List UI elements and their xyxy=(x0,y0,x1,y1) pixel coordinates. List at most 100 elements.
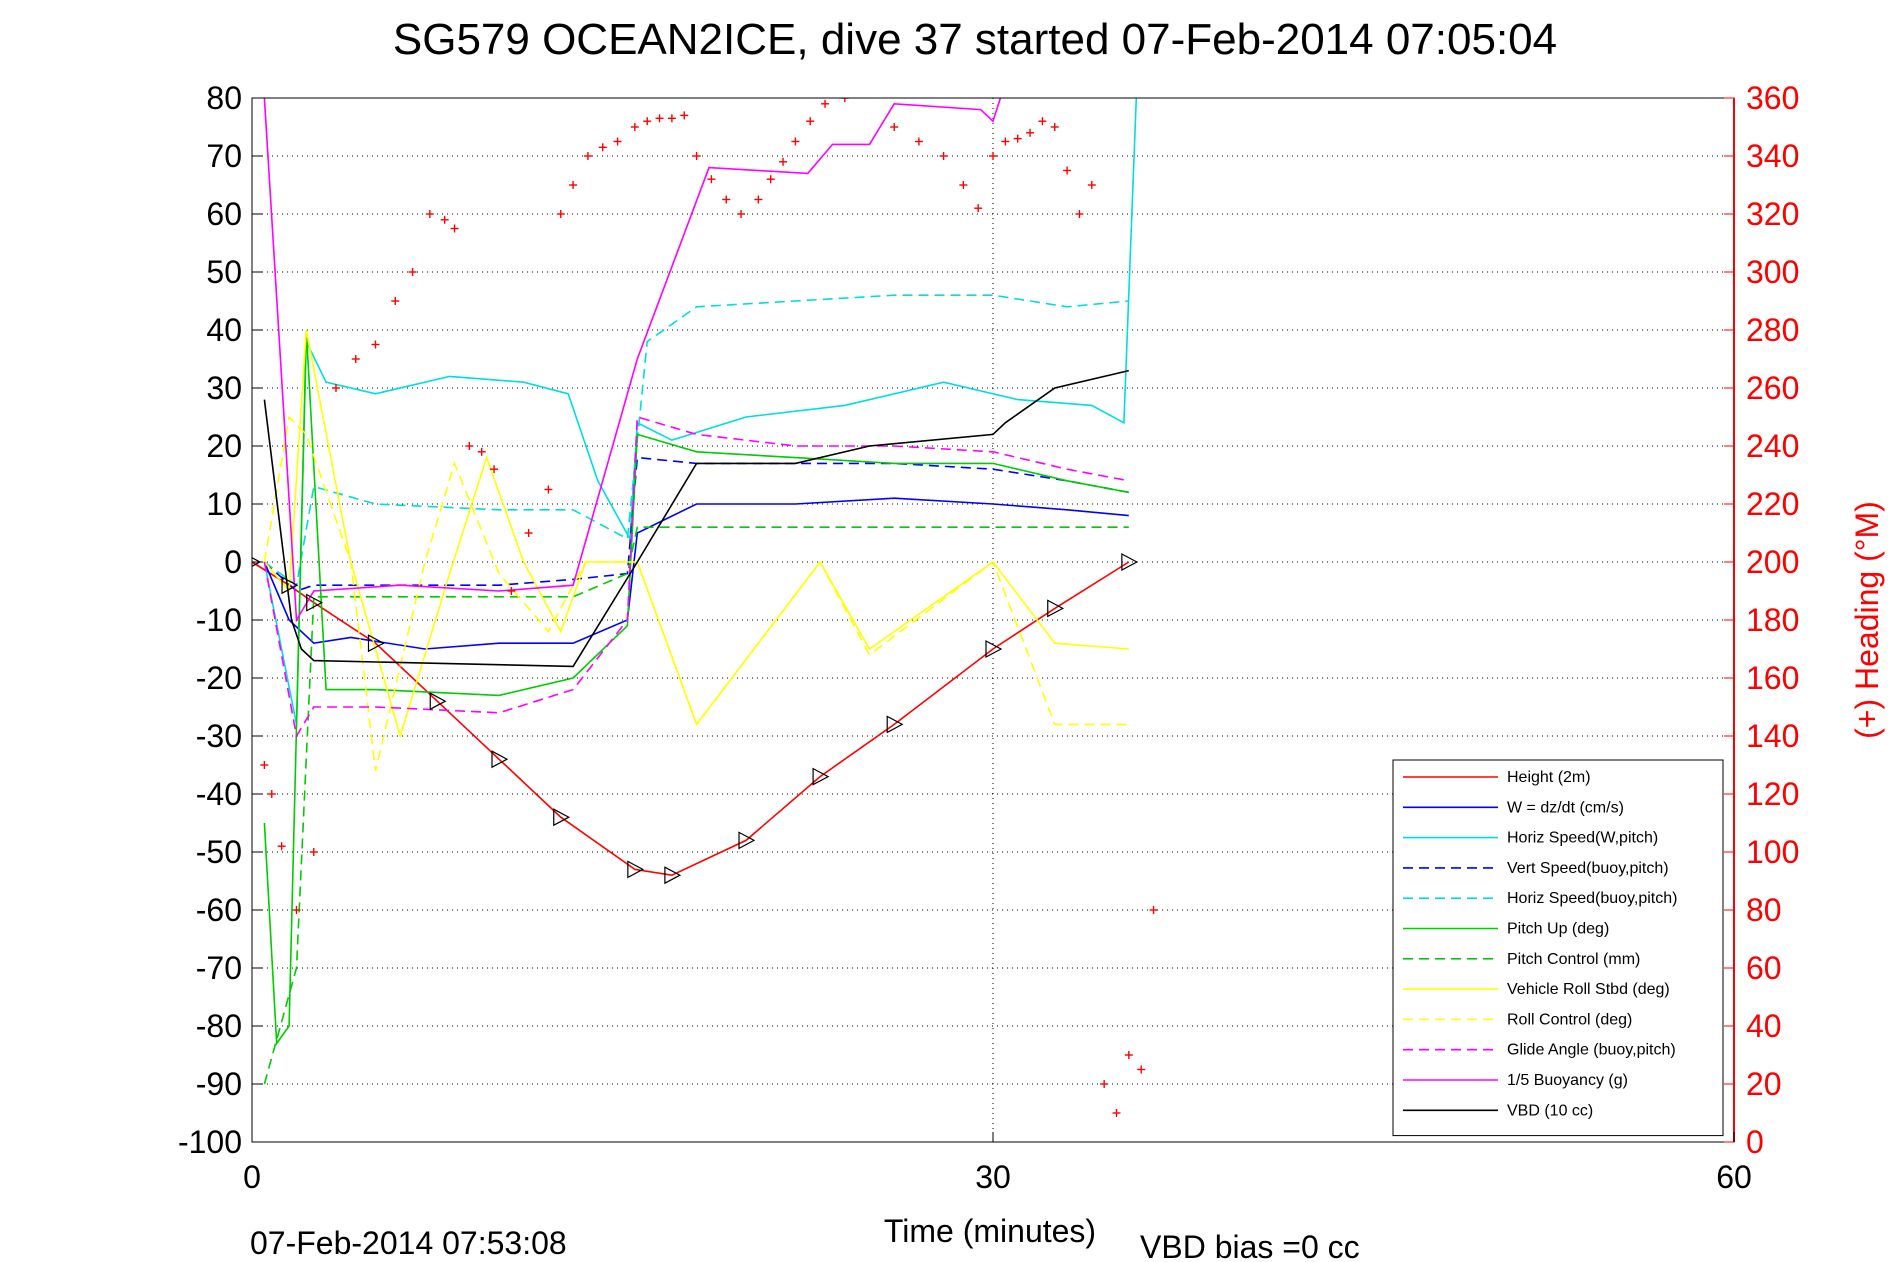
heading-point xyxy=(1100,1080,1109,1088)
vbd-bias-label: VBD bias =0 cc xyxy=(1140,1229,1360,1262)
y2-tick-label: 140 xyxy=(1746,718,1799,754)
series-line-8 xyxy=(263,415,1129,771)
heading-point xyxy=(1149,906,1158,914)
height-marker xyxy=(1047,599,1065,618)
y-tick-label: 20 xyxy=(206,428,242,464)
y2-tick-label: 60 xyxy=(1746,950,1782,986)
heading-point xyxy=(440,215,449,224)
heading-point xyxy=(1038,117,1047,126)
legend-entry-label: W = dz/dt (cm/s) xyxy=(1507,799,1624,816)
heading-point xyxy=(1112,1109,1121,1117)
legend-entry-label: Roll Control (deg) xyxy=(1507,1011,1632,1028)
heading-point xyxy=(465,442,474,450)
series-line-7 xyxy=(263,329,1129,739)
footer-timestamp: 07-Feb-2014 07:53:08 xyxy=(250,1225,567,1261)
heading-point xyxy=(507,587,516,595)
legend-entry-label: Vert Speed(buoy,pitch) xyxy=(1507,860,1669,877)
legend-entry-label: Height (2m) xyxy=(1507,769,1591,786)
heading-point xyxy=(766,175,775,184)
y-tick-label: -30 xyxy=(196,718,242,754)
heading-point xyxy=(655,114,664,123)
y-tick-label: 0 xyxy=(224,544,242,580)
heading-point xyxy=(613,137,622,146)
y2-tick-label: 20 xyxy=(1746,1066,1782,1102)
heading-point xyxy=(490,465,499,474)
y-tick-label: 10 xyxy=(206,486,242,522)
legend-entry-label: Vehicle Roll Stbd (deg) xyxy=(1507,981,1670,998)
series-group xyxy=(252,98,1139,1085)
y-tick-label: -10 xyxy=(196,602,242,638)
heading-point xyxy=(1075,210,1084,218)
y-tick-label: 50 xyxy=(206,254,242,290)
y2-tick-label: 280 xyxy=(1746,312,1799,348)
legend-entry-label: Pitch Control (mm) xyxy=(1507,951,1640,968)
heading-point xyxy=(1013,134,1022,143)
heading-point xyxy=(890,123,899,131)
height-marker xyxy=(491,750,509,769)
heading-point xyxy=(1063,166,1072,175)
heading-point xyxy=(667,114,676,123)
legend-box xyxy=(1392,759,1724,1137)
legend-entry-label: VBD (10 cc) xyxy=(1507,1102,1593,1119)
heading-point xyxy=(1050,123,1059,131)
height-marker xyxy=(985,640,1003,658)
heading-point xyxy=(556,210,565,218)
heading-point xyxy=(974,204,983,213)
heading-point xyxy=(914,137,923,146)
height-marker xyxy=(429,692,447,711)
y-tick-label: -60 xyxy=(196,892,242,928)
heading-point xyxy=(292,906,301,914)
y2-tick-label: 340 xyxy=(1746,138,1799,174)
y2-tick-label: 0 xyxy=(1746,1124,1764,1160)
heading-point xyxy=(1026,128,1035,137)
heading-point xyxy=(1124,1051,1133,1059)
y2-tick-label: 320 xyxy=(1746,196,1799,232)
series-line-9 xyxy=(263,415,1129,739)
heading-point xyxy=(277,842,286,851)
heading-point xyxy=(989,152,997,160)
heading-point xyxy=(754,195,763,204)
height-marker xyxy=(553,808,571,827)
y2-tick-label: 200 xyxy=(1746,544,1799,580)
y2-tick-label: 240 xyxy=(1746,428,1799,464)
heading-point xyxy=(821,99,830,108)
heading-point xyxy=(722,195,731,204)
y2-tick-label: 160 xyxy=(1746,660,1799,696)
x-tick-label: 0 xyxy=(243,1159,261,1195)
heading-point xyxy=(1001,137,1010,146)
series-line-2 xyxy=(263,98,1138,725)
heading-point xyxy=(309,848,318,856)
y2-tick-label: 360 xyxy=(1746,80,1799,116)
heading-markers xyxy=(260,88,1158,1117)
height-marker xyxy=(281,576,299,595)
legend: Height (2m) W = dz/dt (cm/s) Horiz Speed(W… xyxy=(1392,759,1724,1137)
y2-tick-label: 300 xyxy=(1746,254,1799,290)
series-line-6 xyxy=(263,526,1129,1085)
heading-point xyxy=(939,152,948,160)
height-marker xyxy=(664,866,682,885)
y-tick-label: 80 xyxy=(206,80,242,116)
height-marker xyxy=(306,593,324,612)
heading-point xyxy=(569,181,578,189)
heading-point xyxy=(260,761,269,769)
y2-tick-label: 100 xyxy=(1746,834,1799,870)
series-line-1 xyxy=(263,497,1129,650)
y-tick-label: 30 xyxy=(206,370,242,406)
y-tick-label: -80 xyxy=(196,1008,242,1044)
heading-point xyxy=(630,123,639,131)
y2-tick-label: 80 xyxy=(1746,892,1782,928)
heading-point xyxy=(583,152,592,160)
height-marker xyxy=(1121,553,1139,571)
legend-entry-label: Glide Angle (buoy,pitch) xyxy=(1507,1042,1676,1059)
x-axis-label: Time (minutes) xyxy=(884,1213,1096,1249)
heading-point xyxy=(1137,1065,1146,1074)
y-tick-label: 70 xyxy=(206,138,242,174)
height-marker xyxy=(367,634,385,653)
heading-point xyxy=(866,88,874,96)
left-axis-ticks: 80 70 60 50 40 30 20 10 0 -10 -20 -30 -40 -50 -60 -70 -8… xyxy=(178,80,262,1160)
legend-entry-label: 1/5 Buoyancy (g) xyxy=(1507,1072,1628,1089)
y-tick-label: -50 xyxy=(196,834,242,870)
heading-point xyxy=(598,143,607,152)
height-marker xyxy=(738,831,756,850)
